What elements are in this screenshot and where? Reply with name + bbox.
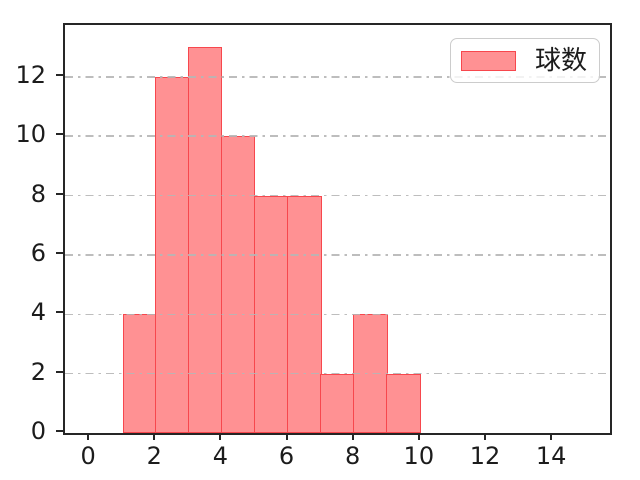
- x-tick-mark: [153, 433, 156, 440]
- histogram-bar: [253, 195, 289, 433]
- plot-area: 球数: [63, 23, 612, 435]
- histogram-bar: [123, 314, 157, 433]
- x-tick-mark: [550, 433, 553, 440]
- histogram-bar: [220, 136, 256, 433]
- y-tick-label: 6: [30, 238, 46, 267]
- y-tick-label: 10: [15, 120, 46, 149]
- x-tick-label: 8: [345, 442, 361, 470]
- x-tick-mark: [351, 433, 354, 440]
- x-tick-label: 12: [469, 442, 501, 470]
- y-tick-label: 2: [30, 357, 46, 386]
- x-tick-mark: [483, 433, 486, 440]
- y-tick-mark: [56, 133, 63, 136]
- x-tick-label: 2: [146, 442, 162, 470]
- y-tick-label: 4: [30, 298, 46, 327]
- legend-label: 球数: [535, 45, 588, 76]
- histogram-bar: [353, 314, 388, 433]
- histogram-bars: [65, 25, 610, 433]
- legend-swatch: [461, 50, 516, 71]
- x-tick-label: 4: [212, 442, 229, 470]
- histogram-bar: [386, 373, 421, 433]
- x-tick-label: 6: [278, 442, 295, 470]
- legend: 球数: [450, 38, 600, 83]
- y-axis: 0 2 4 6 8 10 12: [0, 23, 63, 443]
- x-axis: 0 2 4 6 8 10 12 14: [63, 433, 608, 480]
- histogram-bar: [187, 47, 223, 433]
- x-tick-label: 0: [80, 442, 96, 470]
- y-tick-mark: [56, 73, 63, 76]
- x-tick-mark: [417, 433, 420, 440]
- x-tick-mark: [87, 433, 90, 440]
- y-tick-mark: [56, 370, 63, 373]
- histogram-bar: [154, 76, 190, 433]
- y-tick-mark: [56, 192, 63, 195]
- y-tick-mark: [56, 311, 63, 314]
- y-tick-mark: [56, 430, 63, 432]
- x-tick-label: 14: [535, 442, 567, 470]
- y-tick-label: 0: [30, 417, 46, 445]
- histogram-bar: [286, 195, 322, 433]
- histogram-bar: [320, 373, 355, 433]
- x-tick-mark: [285, 433, 288, 440]
- y-tick-label: 12: [15, 60, 46, 89]
- x-tick-mark: [219, 433, 222, 440]
- y-tick-label: 8: [30, 179, 46, 208]
- x-tick-label: 10: [403, 442, 435, 470]
- y-tick-mark: [56, 251, 63, 254]
